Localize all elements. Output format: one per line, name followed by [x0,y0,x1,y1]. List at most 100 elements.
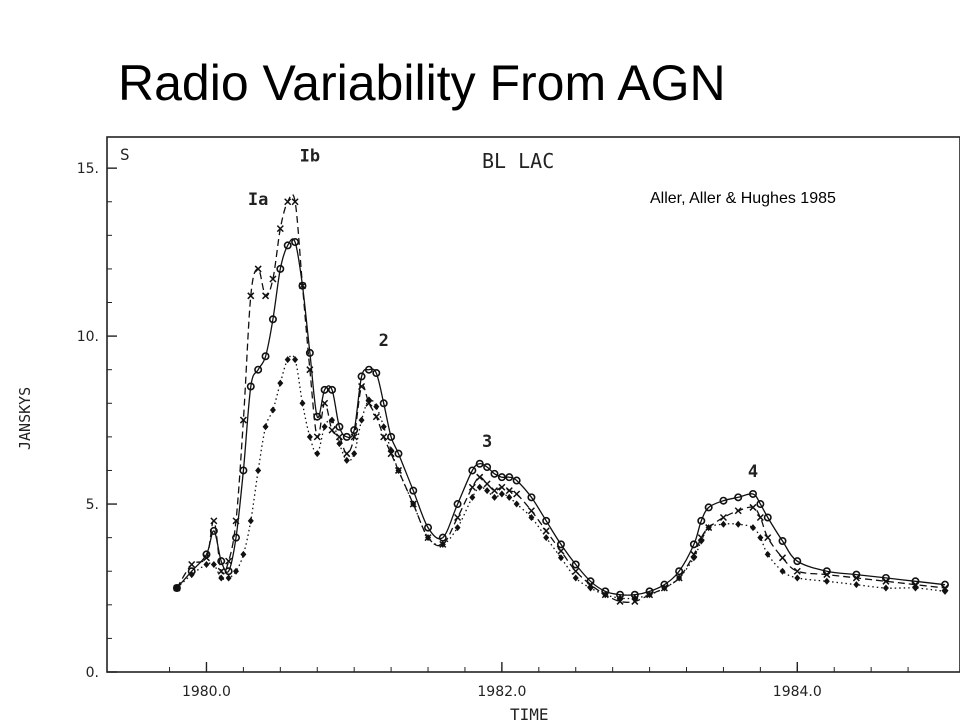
data-point-diamond [351,450,358,458]
data-point-x [239,416,247,424]
data-point-x [778,554,787,562]
data-point-diamond [631,594,638,602]
data-point-circle [793,557,802,566]
data-point-diamond [225,574,232,582]
data-point-diamond [572,574,579,582]
slide-title: Radio Variability From AGN [118,55,726,111]
data-point-diamond [646,591,653,599]
data-point-x [372,413,380,421]
data-point-x [269,275,277,283]
data-point-diamond [247,517,254,525]
data-point-x [557,547,565,555]
data-point-diamond [329,416,336,424]
data-point-circle [313,412,322,421]
data-point-diamond [853,581,860,589]
data-point-circle [697,516,706,525]
data-point-x [291,198,299,206]
data-point-x [483,480,491,488]
data-point-diamond [284,356,291,364]
y-tick-label: 10. [77,329,99,345]
data-point-circle [328,385,337,394]
flare-label: 3 [482,432,492,452]
y-axis-label: JANSKYS [16,387,34,450]
data-point-x [188,560,196,569]
data-point-diamond [395,466,402,474]
data-point-circle [246,382,255,391]
data-point-circle [556,540,565,549]
data-point-diamond [506,493,513,501]
data-point-circle [822,567,831,576]
data-point-circle [483,463,492,472]
data-point-diamond [210,561,217,569]
data-point-circle [298,281,307,290]
data-point-x [505,487,513,495]
data-point-diamond [882,584,889,592]
data-point-diamond [735,520,742,528]
plot-frame [106,136,960,673]
data-point-x [328,426,336,434]
data-point-diamond [764,550,771,558]
x-tick-label: 1984.0 [773,684,822,700]
data-point-diamond [602,591,609,599]
data-point-diamond [491,493,498,501]
data-point-diamond [218,574,225,582]
data-point-circle [512,476,521,485]
x-tick-label: 1982.0 [477,684,526,700]
data-point-circle [209,526,218,535]
data-point-diamond [617,594,624,602]
data-point-circle [276,264,285,273]
data-point-diamond [188,571,195,579]
data-point-diamond [321,423,328,431]
data-point-circle [438,533,447,542]
data-point-diamond [454,524,461,532]
data-point-diamond [823,577,830,585]
data-point-x [313,433,321,441]
data-point-circle [734,493,743,502]
data-point-diamond [336,440,343,448]
data-point-diamond [705,524,712,532]
data-point-circle [254,365,263,374]
data-point-circle [542,516,551,525]
data-point-circle [689,540,698,549]
data-point-circle [364,365,373,374]
data-point-diamond [469,493,476,501]
data-point-diamond [380,423,387,431]
data-point-diamond [484,487,491,495]
data-point-x [498,483,506,491]
data-point-diamond [343,456,350,464]
chart-title: BL LAC [482,149,554,173]
data-point-x [454,513,462,522]
data-point-x [719,513,727,522]
data-point-diamond [269,406,276,414]
data-point-diamond [661,584,668,592]
data-point-circle [394,449,403,458]
flare-label: 4 [748,462,758,482]
data-point-diamond [365,396,372,404]
data-point-x [210,517,218,525]
credit-citation: Aller, Aller & Hughes 1985 [650,190,836,207]
data-point-diamond [698,537,705,545]
data-point-x [335,433,343,441]
flare-label: Ib [300,146,320,166]
data-point-diamond [690,554,697,562]
data-point-x [756,513,764,522]
data-point-circle [387,432,396,441]
data-point-diamond [779,567,786,575]
data-point-x [513,490,521,498]
data-point-diamond [299,399,306,407]
y-tick-label: 5. [86,497,99,513]
data-point-x [734,507,742,515]
data-point-diamond [476,483,483,491]
data-point-circle [571,560,580,569]
data-point-diamond [173,584,180,592]
data-point-diamond [439,540,446,548]
data-point-circle [778,536,787,545]
data-point-circle [756,500,765,509]
data-point-circle [505,473,514,482]
y-tick-label: 0. [86,665,99,681]
data-point-diamond [528,513,535,521]
data-point-circle [424,523,433,532]
data-point-circle [468,466,477,475]
data-point-diamond [720,520,727,528]
